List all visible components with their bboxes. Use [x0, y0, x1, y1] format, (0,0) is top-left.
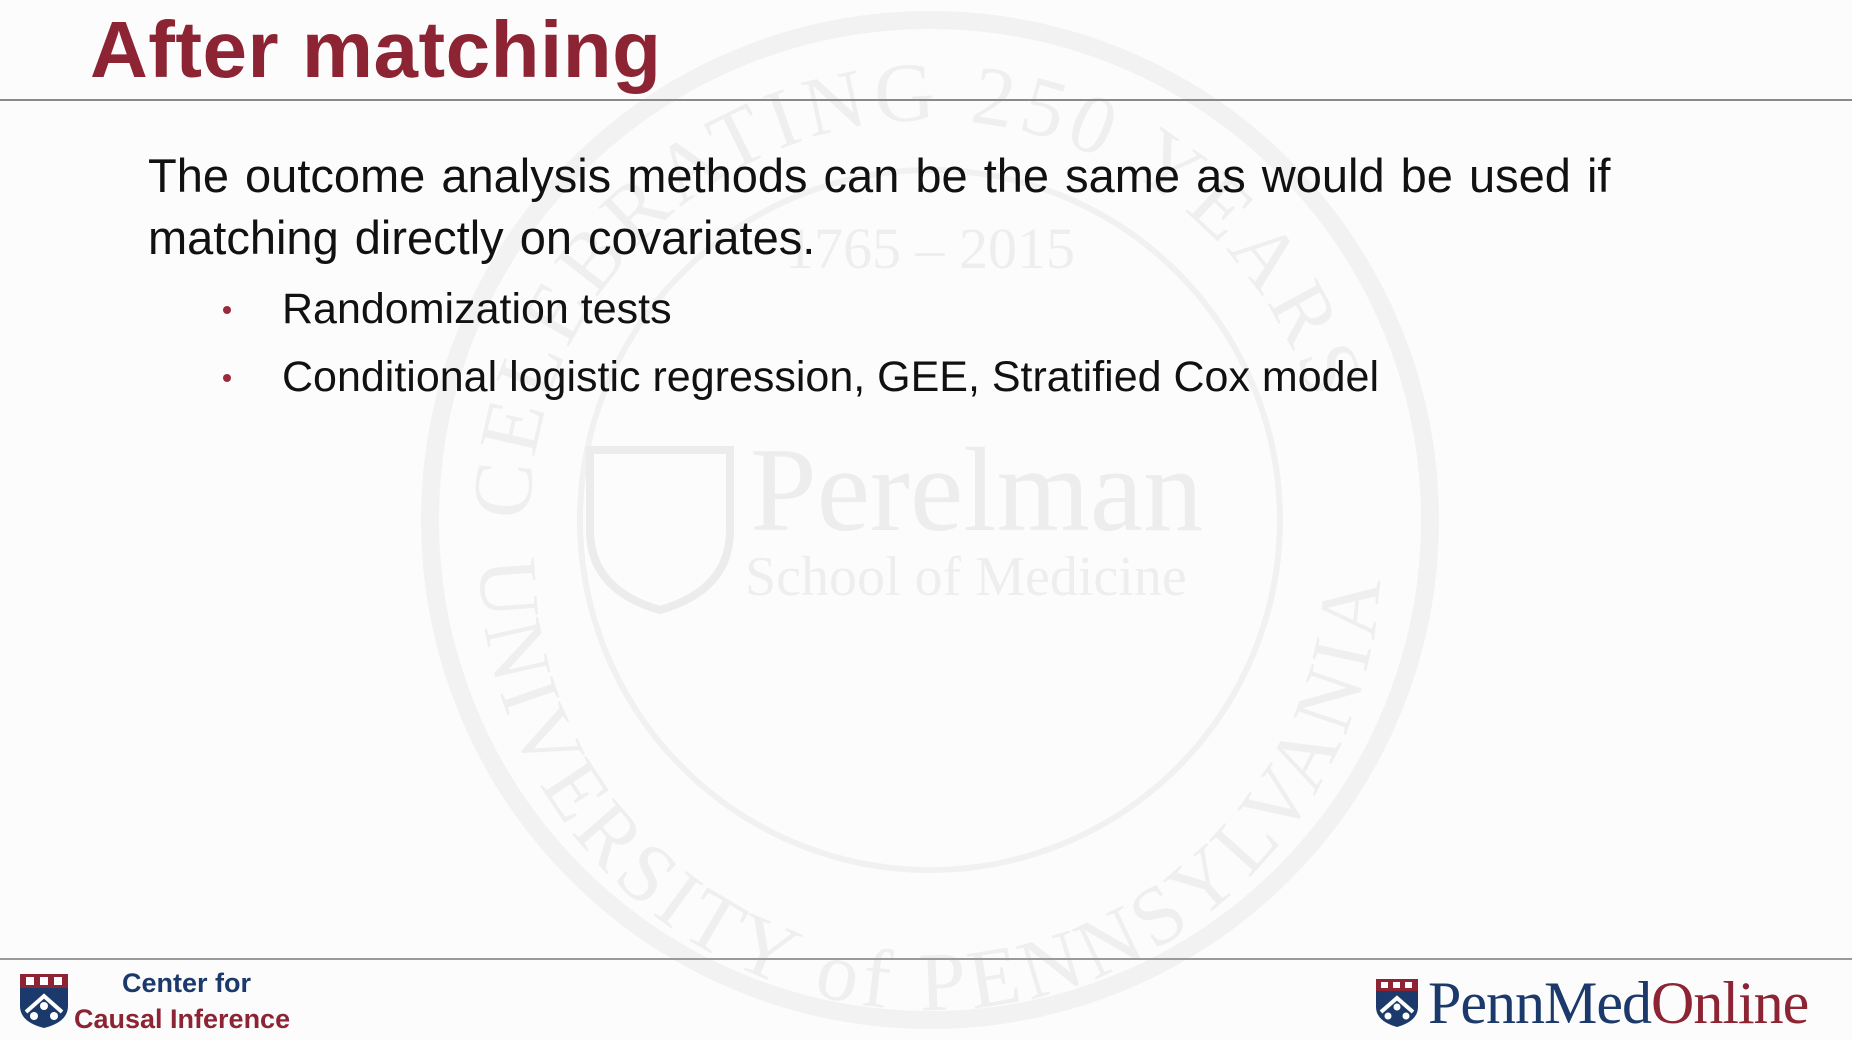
center-for-causal-inference-logo: Center for Causal Inference: [74, 965, 290, 1037]
list-item: Conditional logistic regression, GEE, St…: [220, 343, 1379, 411]
logo-line-2: Causal Inference: [74, 1004, 291, 1034]
pennmed-shield-icon: [1376, 979, 1418, 1027]
shield-icon: [586, 446, 734, 615]
bullet-icon: [223, 374, 231, 382]
logo-line-1: Center for: [122, 968, 252, 998]
list-item: Randomization tests: [220, 275, 1379, 343]
brand-penn: Penn: [1428, 970, 1545, 1036]
bullet-list: Randomization tests Conditional logistic…: [220, 275, 1379, 411]
brand-med: Med: [1544, 970, 1652, 1036]
penn-shield-icon: [20, 974, 68, 1028]
pennmedonline-logo: PennMedOnline: [1428, 968, 1809, 1038]
footer-divider: [0, 958, 1852, 960]
bullet-icon: [223, 306, 231, 314]
brand-online: Online: [1650, 970, 1809, 1036]
body-paragraph: The outcome analysis methods can be the …: [148, 149, 1611, 264]
watermark-school-name: Perelman: [750, 423, 1203, 556]
title-divider: [0, 99, 1852, 101]
bullet-text: Randomization tests: [282, 285, 672, 333]
bullet-text: Conditional logistic regression, GEE, St…: [282, 353, 1380, 401]
slide-title: After matching: [90, 5, 662, 94]
watermark-school-sub: School of Medicine: [745, 546, 1187, 608]
